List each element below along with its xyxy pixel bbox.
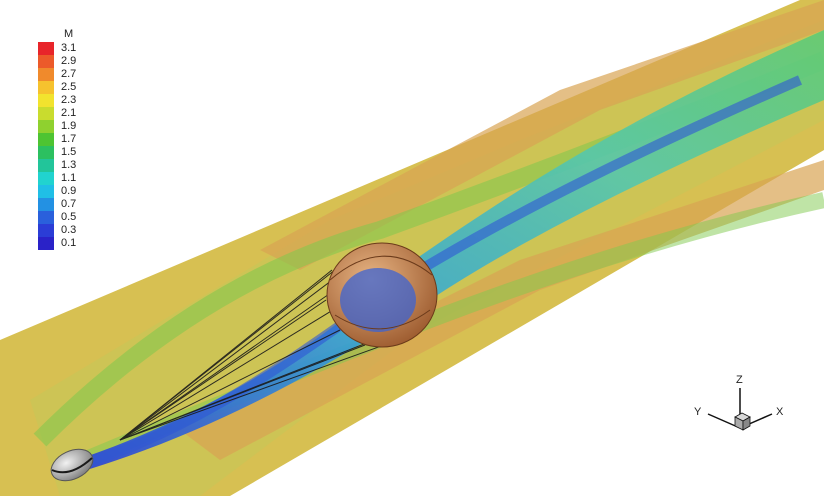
parachute-canopy — [326, 242, 438, 348]
legend-swatch — [38, 224, 54, 237]
legend-label: 3.1 — [61, 42, 77, 54]
legend-label: 0.5 — [61, 211, 77, 223]
axis-label-z: Z — [736, 374, 743, 386]
entry-capsule — [50, 448, 94, 482]
legend-label: 2.3 — [61, 94, 77, 106]
legend-swatch — [38, 94, 54, 107]
axis-label-x: X — [776, 406, 784, 418]
legend-swatch — [38, 107, 54, 120]
hot-band-upper — [260, 0, 824, 270]
legend-swatch — [38, 146, 54, 159]
legend-swatch — [38, 159, 54, 172]
legend-label: 1.9 — [61, 120, 77, 132]
triad-cube-icon — [734, 412, 751, 431]
legend-label: 2.1 — [61, 107, 77, 119]
legend-swatch — [38, 68, 54, 81]
legend-swatch — [38, 42, 54, 55]
legend-swatch — [38, 211, 54, 224]
legend-label: 1.1 — [61, 172, 77, 184]
axis-triad: Z Y X — [680, 370, 800, 450]
legend-swatch — [38, 55, 54, 68]
axis-label-y: Y — [694, 406, 702, 418]
legend-swatch — [38, 198, 54, 211]
legend-label: 1.5 — [61, 146, 77, 158]
legend-swatch — [38, 133, 54, 146]
legend-label: 0.3 — [61, 224, 77, 236]
legend-swatch — [38, 237, 54, 250]
legend-label: 1.3 — [61, 159, 77, 171]
legend-label: 0.1 — [61, 237, 77, 249]
mach-color-legend: M 3.1 2.9 2.7 2.5 2.3 2.1 1.9 1.7 1.5 1.3 1.1 0.9 0.… — [38, 28, 98, 278]
legend-label: 0.7 — [61, 198, 77, 210]
legend-swatch — [38, 172, 54, 185]
legend-label: 1.7 — [61, 133, 77, 145]
legend-title: M — [64, 28, 74, 40]
legend-label: 2.7 — [61, 68, 77, 80]
legend-label: 2.5 — [61, 81, 77, 93]
legend-swatch — [38, 185, 54, 198]
legend-label: 0.9 — [61, 185, 77, 197]
legend-label: 2.9 — [61, 55, 77, 67]
legend-swatch — [38, 120, 54, 133]
legend-swatch — [38, 81, 54, 94]
